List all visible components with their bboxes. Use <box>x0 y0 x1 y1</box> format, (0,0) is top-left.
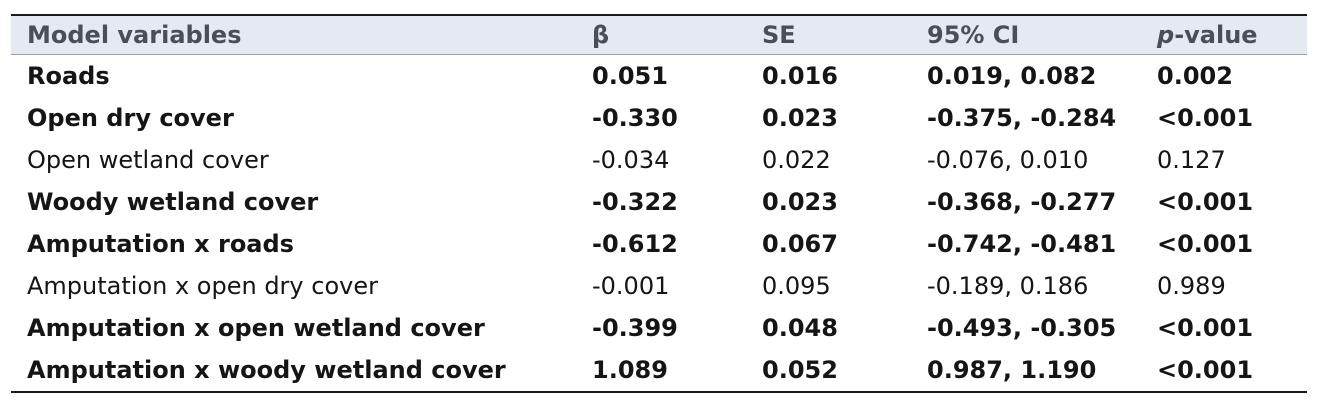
cell-p-value: <0.001 <box>1157 188 1254 216</box>
cell-variable: Amputation x open wetland cover <box>27 314 485 342</box>
cell-beta: -0.322 <box>592 188 678 216</box>
cell-p-value: <0.001 <box>1141 349 1307 393</box>
cell-p-value: 0.002 <box>1157 62 1233 90</box>
cell-beta: -0.612 <box>592 230 678 258</box>
cell-variable: Amputation x open dry cover <box>27 272 378 300</box>
cell-p-value: <0.001 <box>1157 104 1254 132</box>
cell-ci: -0.742, -0.481 <box>927 230 1117 258</box>
header-model-variables: Model variables <box>11 14 576 55</box>
header-p-value: p-value <box>1141 14 1307 55</box>
cell-se: 0.023 <box>762 104 838 132</box>
table-row: Woody wetland cover -0.322 0.023 -0.368,… <box>11 181 1307 223</box>
header-row: Model variables β SE 95% CI p-value <box>11 14 1307 55</box>
header-beta: β <box>576 14 746 55</box>
results-table-container: Model variables β SE 95% CI p-value Road… <box>11 14 1307 393</box>
cell-beta: 1.089 <box>576 349 746 393</box>
cell-se: 0.048 <box>762 314 838 342</box>
cell-ci: 0.019, 0.082 <box>927 62 1097 90</box>
cell-se: 0.095 <box>762 272 831 300</box>
cell-beta: -0.330 <box>592 104 678 132</box>
cell-se: 0.016 <box>762 62 838 90</box>
table-row: Roads 0.051 0.016 0.019, 0.082 0.002 <box>11 55 1307 98</box>
cell-ci: -0.189, 0.186 <box>927 272 1089 300</box>
regression-results-table: Model variables β SE 95% CI p-value Road… <box>11 14 1307 393</box>
cell-se: 0.052 <box>746 349 911 393</box>
header-p-suffix: -value <box>1174 21 1258 49</box>
table-row: Amputation x roads -0.612 0.067 -0.742, … <box>11 223 1307 265</box>
table-row: Open dry cover -0.330 0.023 -0.375, -0.2… <box>11 97 1307 139</box>
cell-variable: Roads <box>27 62 110 90</box>
cell-p-value: <0.001 <box>1157 314 1254 342</box>
cell-beta: 0.051 <box>592 62 668 90</box>
cell-se: 0.022 <box>762 146 831 174</box>
table-row: Amputation x woody wetland cover 1.089 0… <box>11 349 1307 393</box>
cell-se: 0.023 <box>762 188 838 216</box>
table-header: Model variables β SE 95% CI p-value <box>11 14 1307 55</box>
cell-beta: -0.399 <box>592 314 678 342</box>
cell-ci: -0.368, -0.277 <box>927 188 1117 216</box>
cell-p-value: 0.989 <box>1157 272 1226 300</box>
cell-ci: -0.493, -0.305 <box>927 314 1117 342</box>
cell-p-value: 0.127 <box>1157 146 1226 174</box>
cell-ci: -0.375, -0.284 <box>927 104 1117 132</box>
cell-variable: Open wetland cover <box>27 146 269 174</box>
table-row: Amputation x open dry cover -0.001 0.095… <box>11 265 1307 307</box>
cell-variable: Woody wetland cover <box>27 188 319 216</box>
cell-se: 0.067 <box>762 230 838 258</box>
cell-variable: Amputation x roads <box>27 230 294 258</box>
cell-ci: -0.076, 0.010 <box>927 146 1089 174</box>
cell-beta: -0.001 <box>592 272 670 300</box>
table-row: Open wetland cover -0.034 0.022 -0.076, … <box>11 139 1307 181</box>
table-row: Amputation x open wetland cover -0.399 0… <box>11 307 1307 349</box>
cell-ci: 0.987, 1.190 <box>911 349 1141 393</box>
table-body: Roads 0.051 0.016 0.019, 0.082 0.002 Ope… <box>11 55 1307 393</box>
header-ci: 95% CI <box>911 14 1141 55</box>
cell-variable: Open dry cover <box>27 104 234 132</box>
cell-beta: -0.034 <box>592 146 670 174</box>
header-se: SE <box>746 14 911 55</box>
header-p-italic: p <box>1157 21 1175 49</box>
cell-p-value: <0.001 <box>1157 230 1254 258</box>
cell-variable: Amputation x woody wetland cover <box>11 349 576 393</box>
